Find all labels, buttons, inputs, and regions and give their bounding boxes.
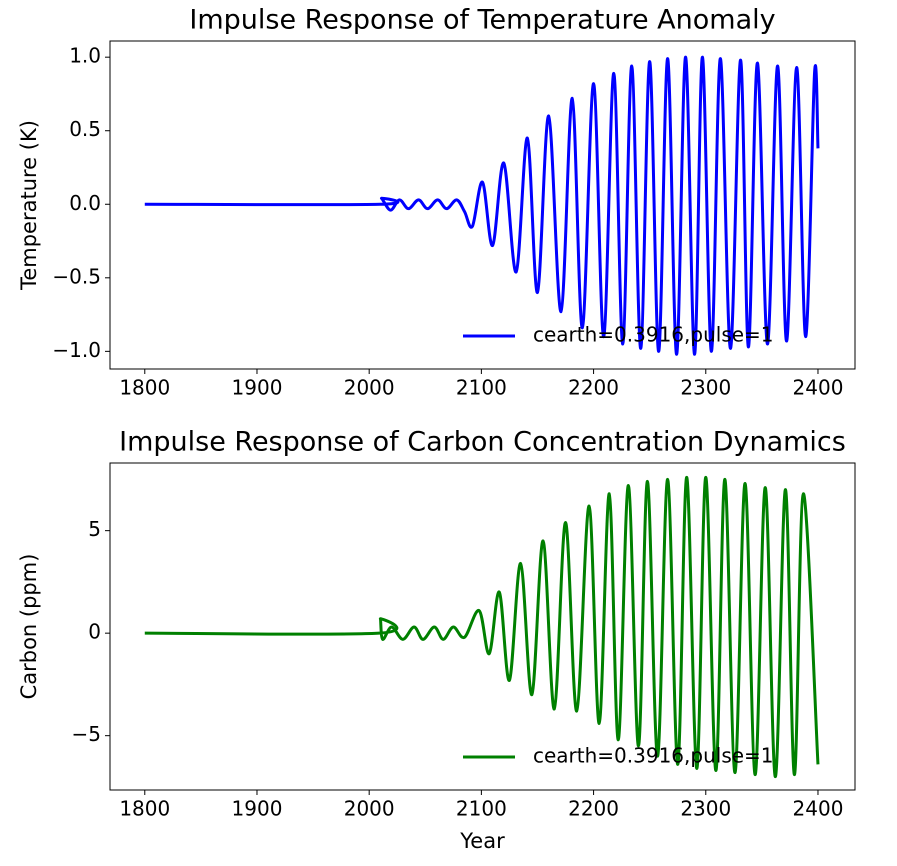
x-tick-label: 2400 — [793, 797, 844, 821]
x-tick-label: 1800 — [119, 376, 170, 400]
y-tick-label: 0.0 — [69, 191, 101, 215]
x-tick-label: 2300 — [680, 797, 731, 821]
x-axis-label: Year — [459, 829, 505, 853]
x-tick-label: 2200 — [568, 376, 619, 400]
x-tick-label: 2200 — [568, 797, 619, 821]
x-tick-label: 2100 — [456, 376, 507, 400]
axes-frame — [109, 462, 856, 791]
y-tick-label: −0.5 — [52, 264, 101, 288]
y-axis-label: Temperature (K) — [17, 120, 41, 291]
x-tick-label: 2100 — [456, 797, 507, 821]
x-tick-label: 2000 — [344, 376, 395, 400]
y-tick-label: 5 — [88, 517, 101, 541]
x-tick-label: 2300 — [680, 376, 731, 400]
axes-frame — [109, 40, 856, 370]
y-tick-label: 1.0 — [69, 44, 101, 68]
y-tick-label: −5 — [72, 722, 101, 746]
y-axis-label: Carbon (ppm) — [17, 554, 41, 700]
chart-title: Impulse Response of Carbon Concentration… — [119, 427, 846, 458]
x-tick-label: 1800 — [119, 797, 170, 821]
legend-label: cearth=0.3916,pulse=1 — [533, 744, 774, 768]
legend-label: cearth=0.3916,pulse=1 — [533, 323, 774, 347]
chart-title: Impulse Response of Temperature Anomaly — [189, 5, 775, 36]
data-line — [144, 475, 820, 779]
y-tick-label: 0.5 — [69, 117, 101, 141]
x-tick-label: 1900 — [232, 797, 283, 821]
x-tick-label: 2000 — [344, 797, 395, 821]
x-tick-label: 1900 — [232, 376, 283, 400]
x-tick-label: 2400 — [793, 376, 844, 400]
y-tick-label: −1.0 — [52, 338, 101, 362]
y-tick-label: 0 — [88, 620, 101, 644]
data-line — [144, 55, 820, 356]
